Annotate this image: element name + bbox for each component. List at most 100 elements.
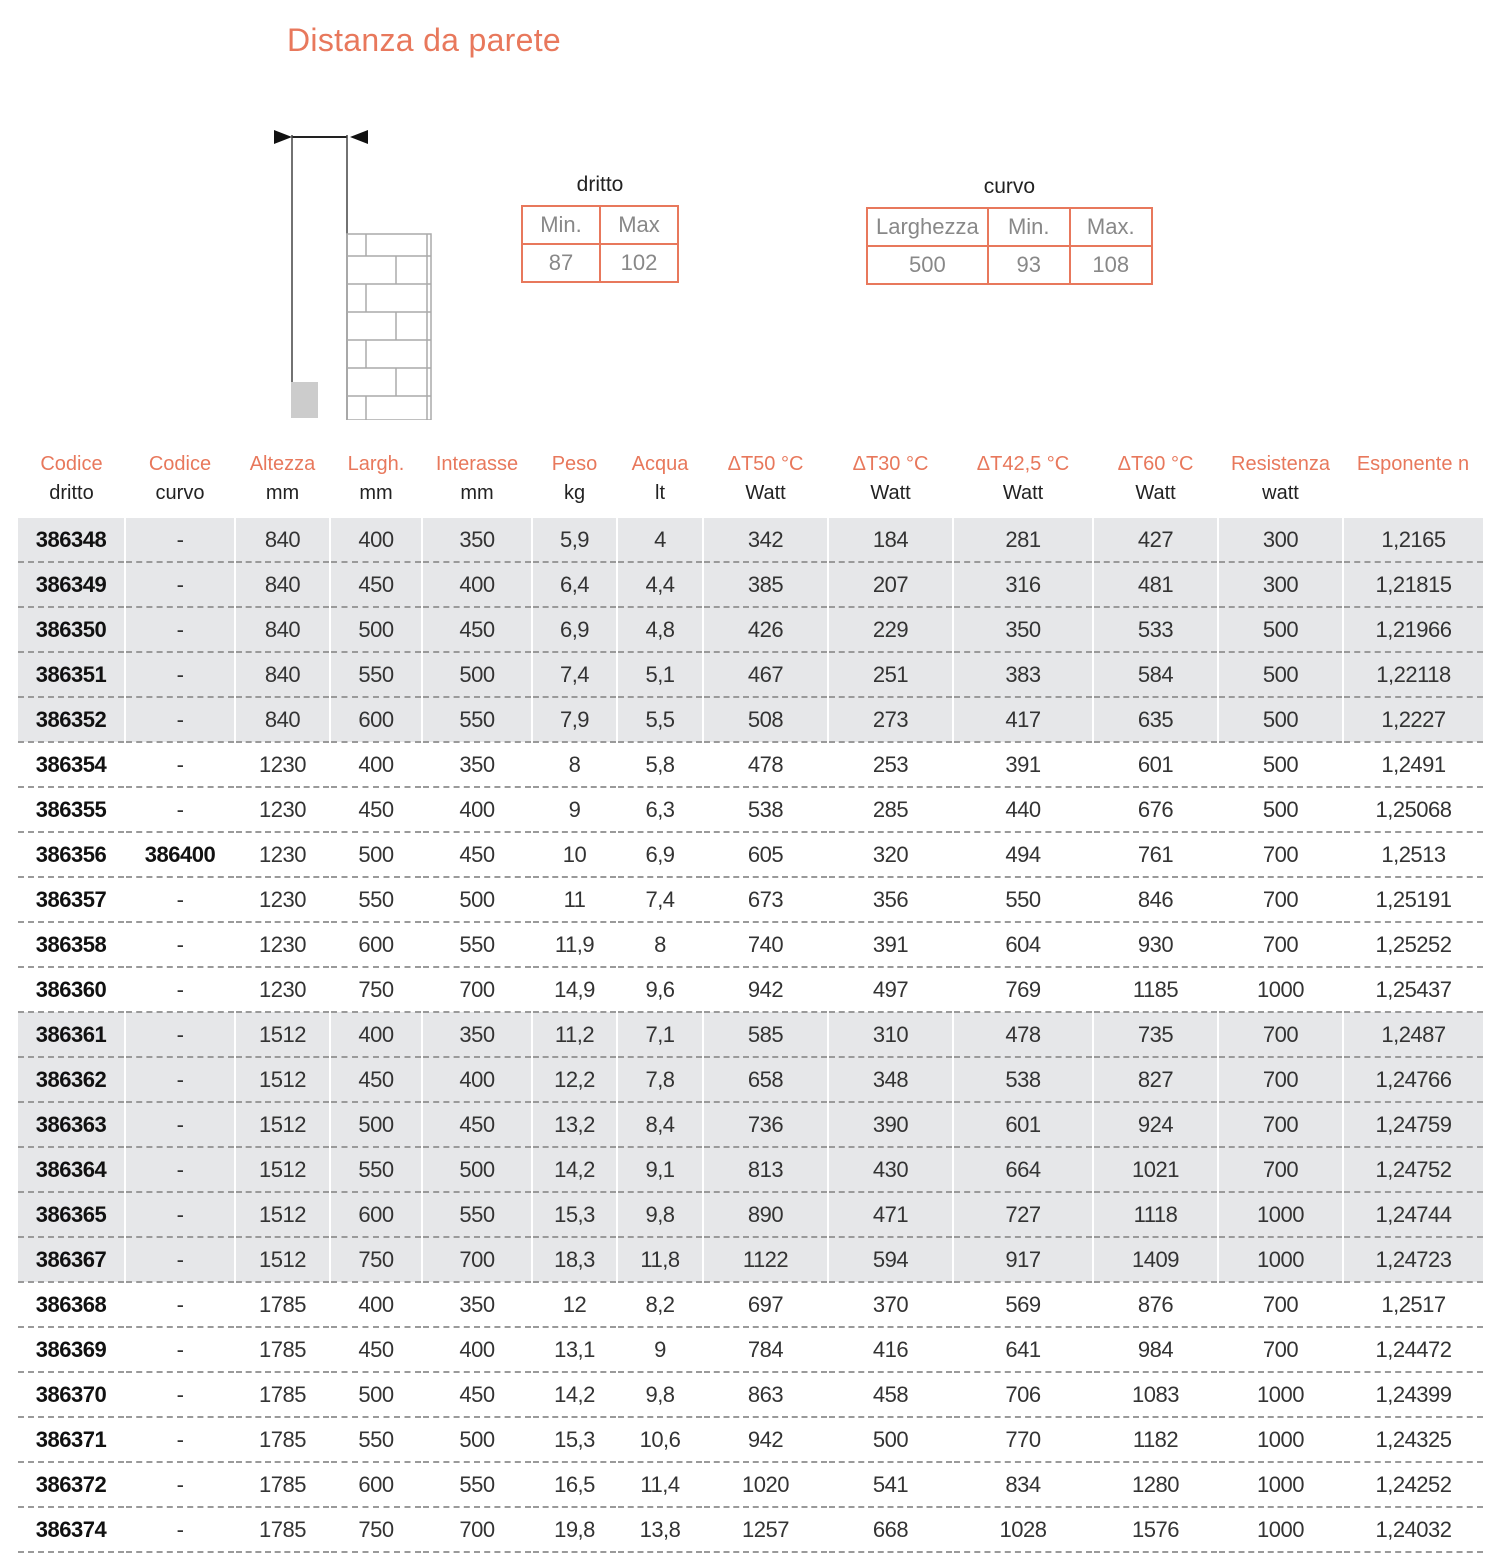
table-cell: 9,6 xyxy=(616,967,703,1013)
table-cell: 11,4 xyxy=(616,1462,703,1508)
column-header: Largh. mm xyxy=(330,450,422,518)
table-cell: 1000 xyxy=(1217,1462,1343,1508)
column-header: Altezza mm xyxy=(235,450,330,518)
table-cell: 5,5 xyxy=(616,697,703,743)
table-cell: 440 xyxy=(952,787,1093,833)
table-cell: 450 xyxy=(421,1102,532,1148)
table-row: 386368-1785 400 350 12 8,2 697 370 569 876 700 1,2… xyxy=(18,1282,1483,1328)
table-cell: 7,4 xyxy=(531,652,617,698)
table-cell: 15,3 xyxy=(531,1417,617,1463)
column-header-unit: curvo xyxy=(155,482,205,504)
table-cell: 11,9 xyxy=(531,922,617,968)
table-row: 386365-1512 600 550 15,3 9,8 890 471 727 1118 100… xyxy=(18,1192,1483,1238)
table-cell: 550 xyxy=(329,1147,422,1193)
table-cell: 700 xyxy=(1217,922,1343,968)
column-header-unit: mm xyxy=(265,482,300,504)
table-cell: 9 xyxy=(616,1327,703,1373)
table-cell: - xyxy=(124,1102,235,1148)
table-cell: 9 xyxy=(531,787,617,833)
table-cell: 1,25191 xyxy=(1342,877,1483,923)
table-cell: 16,5 xyxy=(531,1462,617,1508)
table-cell: 386350 xyxy=(18,607,125,653)
table-cell: 500 xyxy=(1217,697,1343,743)
column-header: Esponente n xyxy=(1343,450,1483,518)
table-cell: 1083 xyxy=(1092,1372,1218,1418)
table-cell: 1,25437 xyxy=(1342,967,1483,1013)
column-header-unit: Watt xyxy=(1002,482,1044,504)
table-cell: 1512 xyxy=(234,1012,330,1058)
table-cell: 840 xyxy=(234,652,330,698)
table-cell: 481 xyxy=(1092,562,1218,608)
table-cell: 700 xyxy=(421,967,532,1013)
table-cell: 386400 xyxy=(124,832,235,878)
table-cell: 350 xyxy=(421,742,532,788)
table-cell: 300 xyxy=(1217,518,1343,563)
table-cell: 917 xyxy=(952,1237,1093,1283)
dritto-caption: dritto xyxy=(576,173,624,196)
column-header: ΔT30 °C Watt xyxy=(828,450,953,518)
table-cell: 600 xyxy=(329,1462,422,1508)
table-cell: 500 xyxy=(1217,742,1343,788)
table-cell: 386365 xyxy=(18,1192,125,1238)
table-cell: 1000 xyxy=(1217,967,1343,1013)
table-cell: 386367 xyxy=(18,1237,125,1283)
table-cell: 450 xyxy=(329,1057,422,1103)
table-cell: 1280 xyxy=(1092,1462,1218,1508)
table-cell: 700 xyxy=(1217,1057,1343,1103)
table-cell: 500 xyxy=(421,877,532,923)
table-cell: 770 xyxy=(952,1417,1093,1463)
table-cell: 706 xyxy=(952,1372,1093,1418)
table-cell: 383 xyxy=(952,652,1093,698)
table-cell: 478 xyxy=(702,742,828,788)
table-cell: 700 xyxy=(1217,1282,1343,1328)
table-cell: 12,2 xyxy=(531,1057,617,1103)
table-cell: 229 xyxy=(827,607,953,653)
curvo-header-max: Max. xyxy=(1068,207,1153,247)
table-row: 386364-1512 550 500 14,2 9,1 813 430 664 1021 700… xyxy=(18,1147,1483,1193)
column-header-unit: lt xyxy=(655,482,665,504)
table-cell: 700 xyxy=(1217,1327,1343,1373)
column-header-title: ΔT42,5 °C xyxy=(976,453,1070,475)
table-cell: 400 xyxy=(329,742,422,788)
table-cell: 8 xyxy=(616,922,703,968)
table-cell: 13,8 xyxy=(616,1507,703,1553)
table-cell: 668 xyxy=(827,1507,953,1553)
table-cell: - xyxy=(124,787,235,833)
table-cell: 1512 xyxy=(234,1057,330,1103)
table-cell: 8,2 xyxy=(616,1282,703,1328)
table-cell: 700 xyxy=(1217,1102,1343,1148)
table-cell: 1185 xyxy=(1092,967,1218,1013)
dritto-header-min: Min. xyxy=(521,205,601,245)
page-title: Distanza da parete xyxy=(287,22,562,58)
table-cell: 386360 xyxy=(18,967,125,1013)
table-cell: 11,8 xyxy=(616,1237,703,1283)
table-cell: 8 xyxy=(531,742,617,788)
column-header-unit: kg xyxy=(563,482,586,504)
table-cell: 840 xyxy=(234,562,330,608)
table-cell: 1182 xyxy=(1092,1417,1218,1463)
table-cell: 1,24032 xyxy=(1342,1507,1483,1553)
table-cell: 385 xyxy=(702,562,828,608)
table-cell: 316 xyxy=(952,562,1093,608)
table-cell: 1000 xyxy=(1217,1507,1343,1553)
table-cell: 1409 xyxy=(1092,1237,1218,1283)
table-row: 386349-840 450 400 6,4 4,4 385 207 316 481 300 1,2… xyxy=(18,562,1483,608)
table-cell: 1,2227 xyxy=(1342,697,1483,743)
table-row: 386363-1512 500 450 13,2 8,4 736 390 601 924 700 1… xyxy=(18,1102,1483,1148)
curvo-header-larghezza: Larghezza xyxy=(866,207,989,247)
table-cell: 400 xyxy=(329,518,422,563)
table-row: 386350-840 500 450 6,9 4,8 426 229 350 533 500 1,2… xyxy=(18,607,1483,653)
table-cell: 600 xyxy=(329,922,422,968)
table-cell: 8,4 xyxy=(616,1102,703,1148)
table-cell: - xyxy=(124,922,235,968)
table-cell: 1,24752 xyxy=(1342,1147,1483,1193)
table-cell: 12 xyxy=(531,1282,617,1328)
table-cell: 784 xyxy=(702,1327,828,1373)
column-header-title: Altezza xyxy=(249,453,316,475)
table-cell: 386362 xyxy=(18,1057,125,1103)
table-cell: 1,24723 xyxy=(1342,1237,1483,1283)
table-cell: - xyxy=(124,1507,235,1553)
table-cell: 390 xyxy=(827,1102,953,1148)
table-cell: 10,6 xyxy=(616,1417,703,1463)
table-cell: 508 xyxy=(702,697,828,743)
